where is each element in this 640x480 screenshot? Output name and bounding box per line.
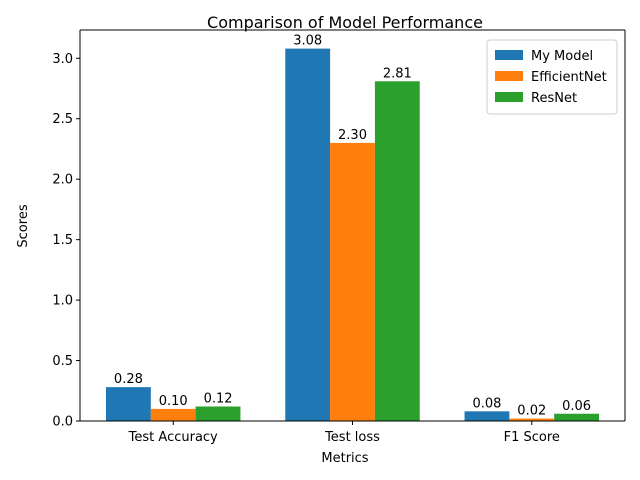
bar-value-label: 0.28 [114,372,143,387]
bar [464,411,510,421]
bar-value-label: 2.30 [338,128,367,143]
bar-value-label: 0.08 [472,396,501,411]
bar-value-label: 0.06 [562,399,591,414]
bar [150,408,196,421]
x-tick-label: F1 Score [504,430,560,445]
chart-title: Comparison of Model Performance [207,13,483,32]
bar-value-label: 3.08 [293,34,322,49]
bar [509,418,555,421]
bar [330,142,375,422]
y-tick-label: 3.0 [52,52,73,67]
legend-entry-label: ResNet [531,91,577,106]
y-tick-label: 2.0 [52,173,73,188]
bar [285,48,331,422]
legend-swatch [495,71,523,81]
x-tick-label: Test Accuracy [128,430,218,445]
bar-value-label: 0.12 [204,391,233,406]
y-axis-label: Scores [16,204,31,247]
x-axis-label: Metrics [321,451,368,466]
plot-area: 0.28 3.08 0.08 0.10 2.30 0.02 0.12 2.81 0.06 0.0 0… [52,29,626,445]
legend-swatch [495,50,523,60]
bar [554,413,600,421]
x-tick-label: Test loss [324,430,380,445]
y-tick-label: 2.5 [52,112,73,127]
bar [374,81,420,421]
bar-value-label: 0.02 [517,404,546,419]
bar [106,387,151,421]
legend: My Model EfficientNet ResNet [486,39,618,115]
bar [195,406,241,421]
y-tick-label: 1.5 [52,233,73,248]
legend-entry-label: EfficientNet [531,70,607,85]
y-tick-label: 0.0 [52,415,73,430]
y-tick-label: 0.5 [52,354,73,369]
bar-value-label: 0.10 [159,394,188,409]
legend-swatch [495,92,523,102]
bar-value-label: 2.81 [383,66,412,81]
legend-entry-label: My Model [531,49,593,64]
y-tick-label: 1.0 [52,294,73,309]
